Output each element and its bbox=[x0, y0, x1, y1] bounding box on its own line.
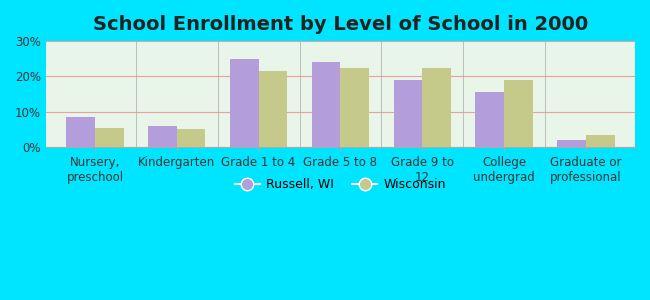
Title: School Enrollment by Level of School in 2000: School Enrollment by Level of School in … bbox=[93, 15, 588, 34]
Bar bbox=[586, 135, 614, 147]
Legend: Russell, WI, Wisconsin: Russell, WI, Wisconsin bbox=[229, 173, 451, 196]
Bar bbox=[148, 126, 177, 147]
Bar bbox=[177, 130, 205, 147]
Bar bbox=[312, 62, 341, 147]
Bar bbox=[341, 68, 369, 147]
Bar bbox=[66, 117, 95, 147]
Bar bbox=[557, 140, 586, 147]
Bar bbox=[230, 59, 259, 147]
Bar bbox=[504, 80, 533, 147]
Bar bbox=[422, 68, 451, 147]
Bar bbox=[259, 71, 287, 147]
Bar bbox=[95, 128, 124, 147]
Bar bbox=[394, 80, 422, 147]
Bar bbox=[475, 92, 504, 147]
